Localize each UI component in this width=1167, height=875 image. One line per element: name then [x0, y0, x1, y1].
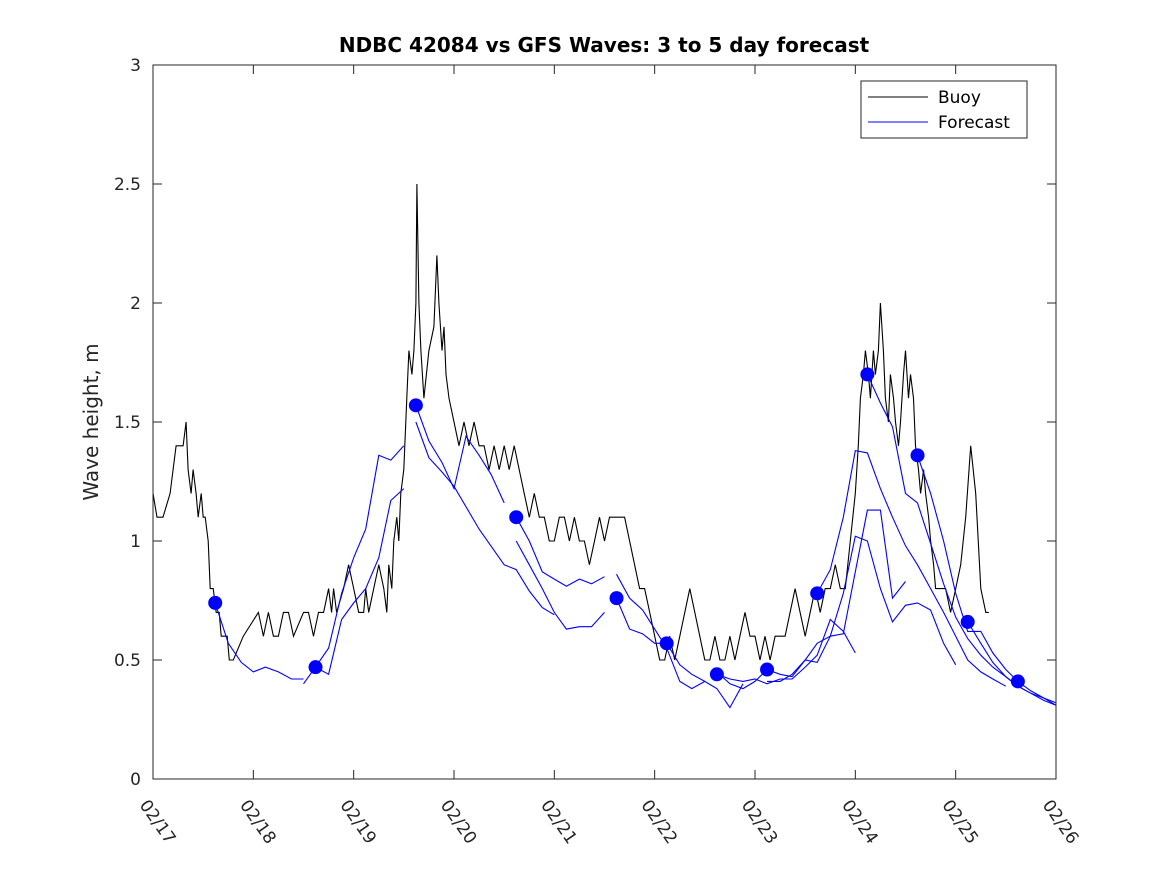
y-axis-label: Wave height, m — [79, 343, 103, 500]
forecast-marker — [910, 448, 925, 463]
forecast-marker — [709, 667, 724, 682]
forecast-run-line — [716, 509, 906, 690]
y-tick-label: 2 — [130, 294, 141, 314]
forecast-run-line — [515, 540, 605, 630]
chart-title: NDBC 42084 vs GFS Waves: 3 to 5 day fore… — [339, 33, 870, 57]
forecast-marker — [208, 595, 223, 610]
y-tick-label: 1.5 — [114, 413, 141, 433]
forecast-run-line — [315, 488, 405, 676]
plot-frame — [152, 64, 1057, 780]
y-tick-label: 1 — [130, 532, 141, 552]
legend-box — [860, 80, 1028, 139]
forecast-marker — [1010, 674, 1025, 689]
y-tick-label: 2.5 — [114, 175, 141, 195]
forecast-marker — [408, 398, 423, 413]
legend-label-buoy: Buoy — [938, 88, 981, 108]
forecast-run-line — [816, 449, 1007, 687]
buoy-series-line — [152, 183, 989, 661]
y-tick-label: 0 — [130, 770, 141, 790]
plot-area — [153, 65, 1056, 779]
forecast-run-line — [415, 421, 555, 616]
forecast-run-line — [716, 618, 856, 685]
forecast-marker — [960, 614, 975, 629]
forecast-run-line — [515, 516, 605, 587]
forecast-marker — [509, 510, 524, 525]
legend: Buoy Forecast — [860, 80, 1028, 139]
forecast-run-line — [303, 445, 405, 685]
forecast-marker — [609, 591, 624, 606]
y-tick-label: 0.5 — [114, 651, 141, 671]
forecast-run-line — [616, 574, 744, 709]
y-tick-labels: 0 0.5 1 1.5 2 2.5 3 — [114, 56, 141, 790]
series-layer — [152, 183, 1057, 709]
forecast-run-line — [767, 535, 957, 682]
forecast-marker — [308, 660, 323, 675]
legend-label-forecast: Forecast — [938, 113, 1010, 133]
forecast-marker — [659, 636, 674, 651]
y-tick-label: 3 — [130, 56, 141, 76]
forecast-marker — [760, 662, 775, 677]
forecast-run-line — [415, 405, 505, 504]
forecast-marker — [860, 367, 875, 382]
forecast-run-line — [916, 455, 1057, 706]
forecast-run-line — [214, 602, 304, 680]
forecast-marker — [810, 586, 825, 601]
